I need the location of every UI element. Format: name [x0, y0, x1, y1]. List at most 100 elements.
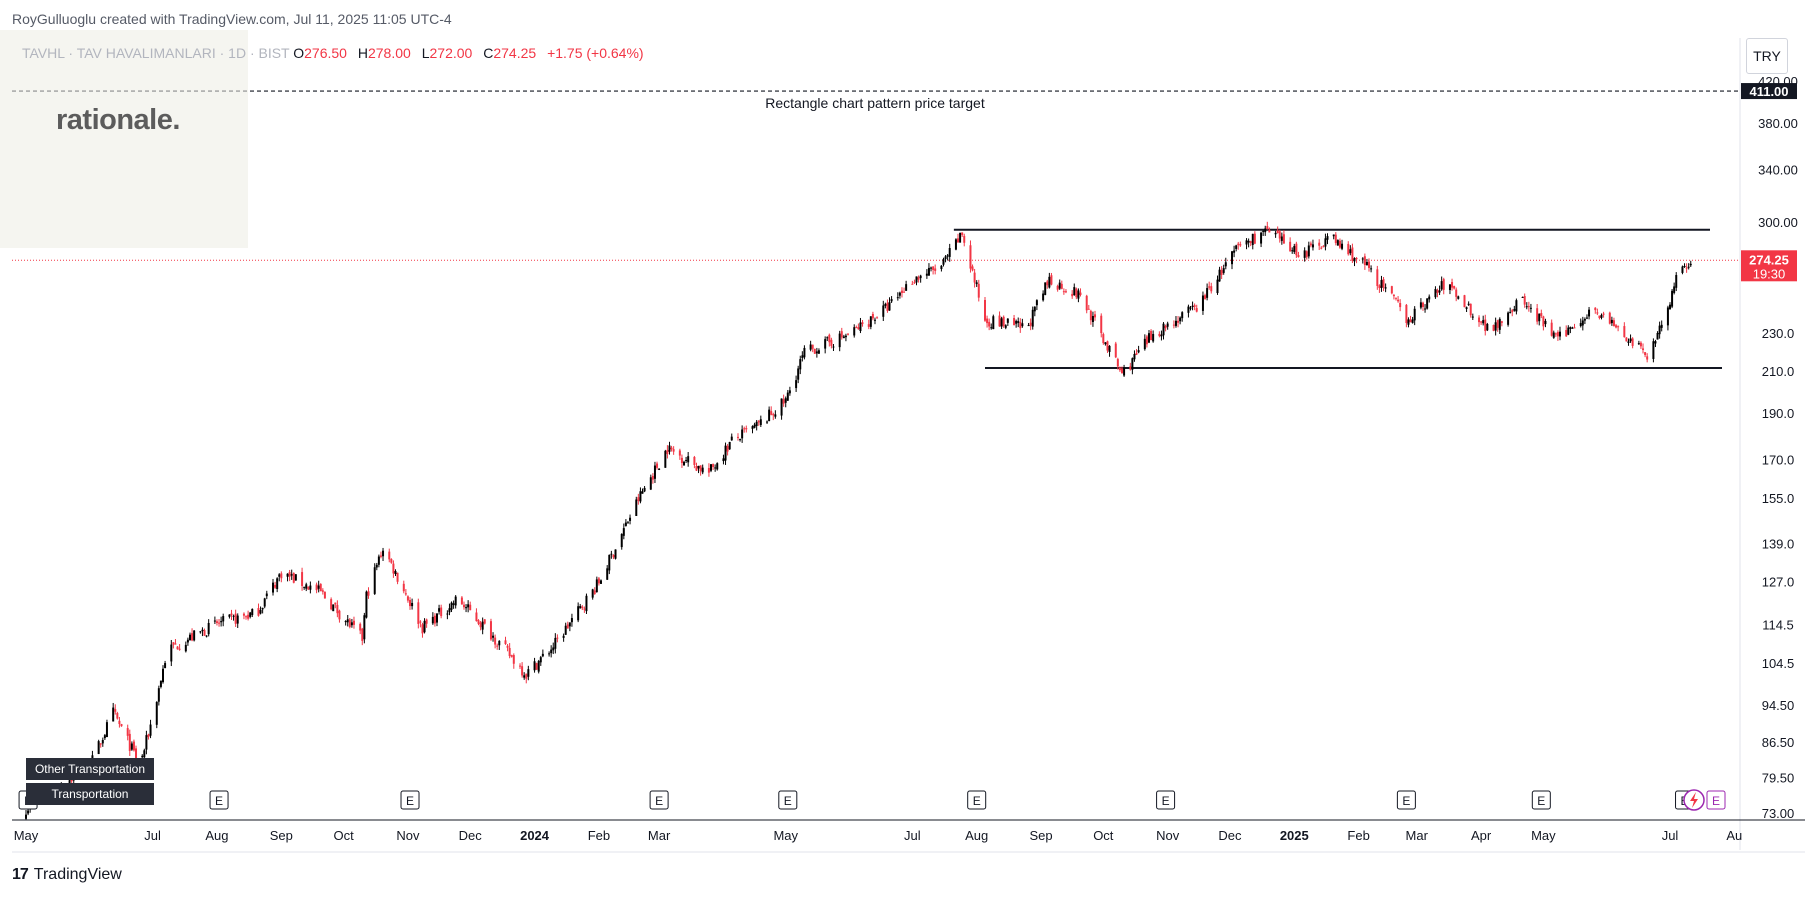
candle-body [1419, 302, 1422, 308]
candle-body [610, 553, 613, 555]
candle-body [494, 637, 497, 645]
candle-body [365, 591, 368, 618]
candle-body [448, 608, 451, 613]
candle-body [222, 616, 225, 622]
candle-body [334, 602, 337, 605]
x-tick-label: May [14, 828, 39, 843]
candle-body [1368, 261, 1371, 268]
candle-body [624, 522, 627, 526]
candle-body [460, 597, 463, 605]
candle-body [817, 350, 820, 354]
candle-body [651, 475, 654, 480]
candle-body [919, 275, 922, 279]
candle-body [1376, 269, 1379, 286]
candle-body [770, 411, 773, 415]
candle-body [668, 445, 671, 452]
candle-body [1583, 318, 1586, 321]
symbol-label[interactable]: TAVHL · TAV HAVALIMANLARI · 1D · BIST [22, 45, 290, 61]
earnings-marker-label: E [784, 794, 792, 808]
candle-body [1320, 247, 1323, 249]
candle-body [550, 649, 553, 654]
candle-body [1079, 292, 1082, 295]
candle-body [193, 630, 196, 641]
currency-button[interactable]: TRY [1746, 38, 1788, 74]
candle-body [323, 591, 326, 599]
candle-body [477, 620, 480, 624]
candle-body [228, 614, 231, 617]
candle-body [1569, 327, 1572, 329]
candle-body [1091, 316, 1094, 323]
candle-body [855, 327, 858, 329]
candle-body [232, 615, 235, 617]
candle-body [462, 604, 465, 608]
candle-body [799, 359, 802, 370]
candle-body [1558, 331, 1561, 337]
candle-body [1571, 327, 1574, 329]
candle-body [788, 390, 791, 394]
x-tick-label: May [1531, 828, 1556, 843]
earnings-marker-label: E [1162, 794, 1170, 808]
sector-tag[interactable]: Transportation [26, 783, 154, 805]
x-tick-label: Oct [1093, 828, 1114, 843]
candle-body [1152, 334, 1155, 342]
candle-body [126, 728, 129, 736]
candle-body [1623, 326, 1626, 338]
candle-body [801, 355, 804, 358]
close-value: 274.25 [493, 45, 537, 61]
candle-body [826, 337, 829, 339]
candle-body [959, 232, 962, 243]
candle-body [1687, 266, 1690, 268]
candle-body [736, 436, 739, 438]
plot-area[interactable]: Rectangle chart pattern price target E E E E… [12, 90, 1740, 821]
candle-body [130, 743, 133, 750]
candle-body [1106, 341, 1109, 351]
candle-body [112, 707, 115, 722]
candle-body [1029, 322, 1032, 326]
candle-body [1683, 266, 1686, 268]
candle-body [1465, 307, 1468, 309]
candle-body [132, 741, 135, 751]
candle-body [525, 673, 528, 679]
candle-body [292, 573, 295, 583]
candle-body [1467, 303, 1470, 305]
candle-body [481, 621, 484, 630]
candle-body [925, 273, 928, 276]
candle-body [1681, 266, 1684, 273]
candle-body [475, 612, 478, 622]
earnings-marker [1396, 790, 1416, 810]
candle-body [1129, 366, 1132, 370]
upcoming-earnings-marker[interactable] [1706, 790, 1726, 810]
x-tick-label: Sep [1029, 828, 1052, 843]
candle-body [566, 624, 569, 629]
candle-body [1689, 263, 1692, 266]
candle-body [1048, 276, 1051, 288]
earnings-marker-label: E [655, 794, 663, 808]
candle-body [1309, 243, 1312, 246]
candle-body [1448, 284, 1451, 291]
candle-body [1666, 307, 1669, 326]
candle-body [1102, 334, 1105, 344]
industry-tag[interactable]: Other Transportation [26, 758, 154, 780]
candle-body [915, 276, 918, 283]
candle-body [359, 623, 362, 631]
candle-body [975, 282, 978, 285]
price-target-badge-label: 411.00 [1749, 84, 1788, 99]
candle-body [1480, 321, 1483, 323]
candle-body [1673, 286, 1676, 293]
candle-body [174, 643, 177, 645]
candle-body [888, 302, 891, 311]
candle-body [1552, 332, 1555, 338]
candle-body [620, 533, 623, 548]
candle-body [492, 635, 495, 638]
candle-body [301, 572, 304, 586]
tradingview-logo[interactable]: 17 TradingView [12, 866, 122, 884]
x-tick-label: Mar [648, 828, 671, 843]
x-tick-label: Mar [1406, 828, 1429, 843]
candle-body [666, 449, 669, 455]
candle-body [1629, 338, 1632, 342]
y-tick-label: 380.00 [1758, 116, 1798, 131]
candle-body [1392, 295, 1395, 297]
candle-body [1297, 255, 1300, 258]
candle-body [496, 645, 499, 647]
